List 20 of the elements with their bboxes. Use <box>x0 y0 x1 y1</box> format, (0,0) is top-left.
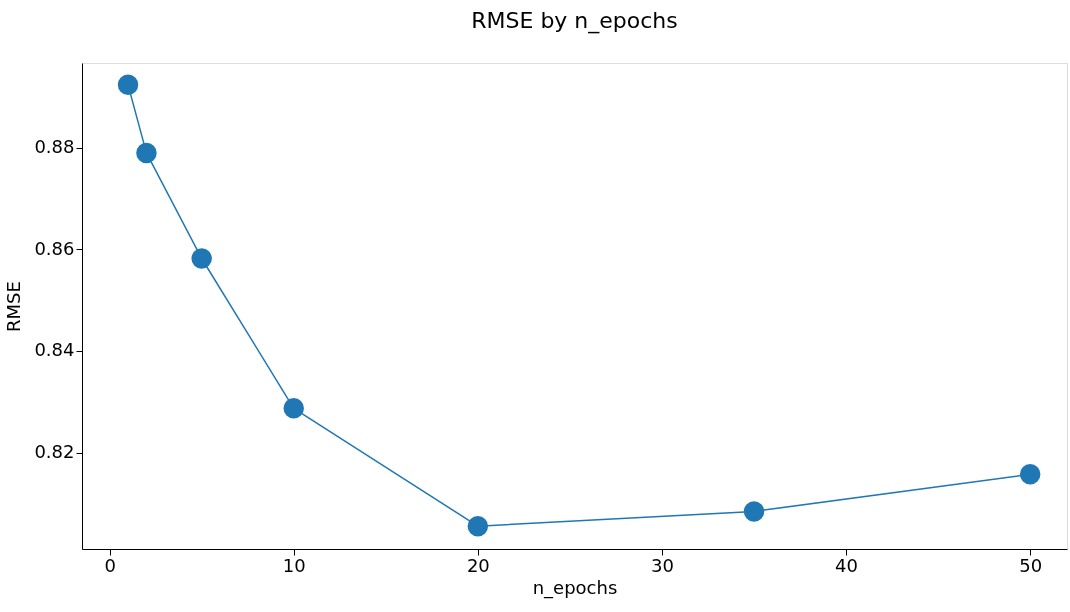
x-tick-label: 10 <box>282 554 306 576</box>
point <box>1019 464 1041 485</box>
x-tick-label: 30 <box>651 554 674 576</box>
y-tick-label: 0.82 <box>34 441 75 463</box>
x-tick-label: 40 <box>835 554 859 576</box>
point <box>117 74 139 96</box>
y-tick-label: 0.84 <box>34 339 75 361</box>
x-tick-label: 50 <box>1019 554 1043 576</box>
y-axis-title: RMSE <box>3 281 25 332</box>
x-tick-label: 20 <box>466 554 490 576</box>
point <box>743 501 765 522</box>
point <box>136 142 157 164</box>
point <box>467 515 489 537</box>
y-tick-label: 0.88 <box>34 136 75 158</box>
chart-title: RMSE by n_epochs <box>471 8 678 34</box>
x-axis-title: n_epochs <box>532 576 618 599</box>
x-tick-label: 0 <box>104 554 116 576</box>
point <box>191 248 212 269</box>
y-tick-label: 0.86 <box>34 237 75 259</box>
point <box>283 398 304 419</box>
